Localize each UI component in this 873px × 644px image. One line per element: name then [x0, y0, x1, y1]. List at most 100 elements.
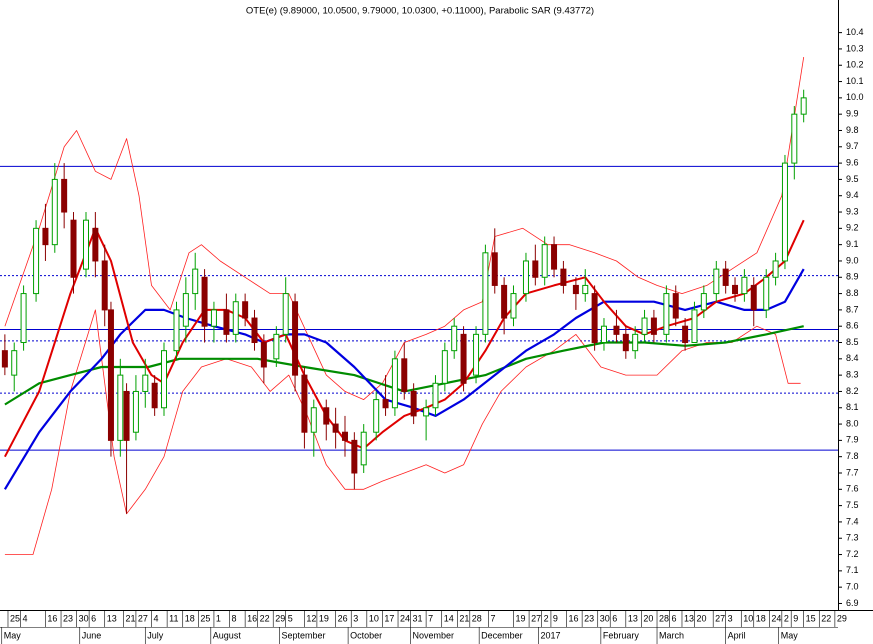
- x-tick-label: 9: [793, 613, 798, 623]
- candle-body: [373, 399, 380, 433]
- candle-body: [732, 284, 739, 295]
- y-tick-label: 8.7: [846, 304, 859, 314]
- candle-body: [641, 317, 648, 335]
- y-tick-label: 9.7: [846, 141, 859, 151]
- candle-body: [251, 317, 258, 344]
- candle-body: [582, 284, 589, 295]
- candle-body: [622, 333, 629, 352]
- candle-body: [101, 260, 108, 311]
- candle-body: [1, 350, 8, 368]
- candle-body: [92, 227, 99, 262]
- x-tick-label: 2: [544, 613, 549, 623]
- x-tick-label: 6: [672, 613, 677, 623]
- y-tick-label: 8.1: [846, 402, 859, 412]
- x-tick-label: 29: [837, 613, 847, 623]
- y-tick-label: 7.7: [846, 467, 859, 477]
- y-tick-label: 8.6: [846, 321, 859, 331]
- y-tick-label: 7.1: [846, 565, 859, 575]
- x-tick-label: 20: [643, 613, 653, 623]
- x-tick-label: 16: [569, 613, 579, 623]
- candle-body: [232, 301, 239, 335]
- x-tick-label: 3: [353, 613, 358, 623]
- x-tick-label: 16: [47, 613, 57, 623]
- candle-body: [301, 374, 308, 433]
- candle-body: [242, 301, 249, 319]
- candle-body: [432, 382, 439, 409]
- indicator-line: [4, 309, 801, 555]
- y-tick-label: 10.0: [846, 92, 864, 102]
- month-label: July: [147, 630, 164, 640]
- month-label: September: [281, 630, 325, 640]
- y-tick-label: 6.9: [846, 598, 859, 608]
- y-tick-label: 7.8: [846, 451, 859, 461]
- x-tick-label: 8: [232, 613, 237, 623]
- x-tick-label: 9: [553, 613, 558, 623]
- plot-area: [0, 57, 838, 555]
- y-tick-label: 10.3: [846, 43, 864, 53]
- month-label: June: [82, 630, 102, 640]
- candle-body: [151, 382, 158, 409]
- month-label: October: [350, 630, 382, 640]
- candle-body: [763, 276, 770, 311]
- x-tick-label: 4: [154, 613, 159, 623]
- x-tick-label: 21: [459, 613, 469, 623]
- candle-body: [713, 268, 720, 295]
- candle-body: [391, 358, 398, 409]
- candle-body: [292, 301, 299, 376]
- candle-body: [781, 162, 788, 262]
- y-tick-label: 10.4: [846, 27, 864, 37]
- candle-body: [61, 178, 68, 213]
- candle-body: [51, 178, 58, 246]
- indicator-line: [4, 57, 805, 400]
- y-tick-label: 9.9: [846, 109, 859, 119]
- x-tick-label: 14: [444, 613, 454, 623]
- candle-body: [632, 333, 639, 352]
- y-tick-label: 7.5: [846, 500, 859, 510]
- x-tick-label: 17: [384, 613, 394, 623]
- month-label: 2017: [540, 630, 560, 640]
- candle-body: [473, 333, 480, 376]
- candle-body: [682, 325, 689, 344]
- y-tick-label: 9.5: [846, 174, 859, 184]
- y-tick-label: 9.4: [846, 190, 859, 200]
- x-tick-label: 6: [612, 613, 617, 623]
- candle-body: [401, 358, 408, 392]
- candle-body: [70, 219, 77, 278]
- x-tick-label: 13: [628, 613, 638, 623]
- x-tick-label: 18: [185, 613, 195, 623]
- x-tick-label: 19: [515, 613, 525, 623]
- candle-body: [423, 407, 430, 417]
- candle-body: [182, 293, 189, 327]
- x-tick-label: 12: [306, 613, 316, 623]
- x-tick-label: 30: [79, 613, 89, 623]
- y-tick-label: 8.4: [846, 353, 859, 363]
- x-tick-label: 6: [91, 613, 96, 623]
- y-tick-label: 9.8: [846, 125, 859, 135]
- y-tick-label: 7.2: [846, 549, 859, 559]
- candle-body: [223, 309, 230, 335]
- candle-body: [132, 390, 139, 433]
- candle-body: [800, 97, 807, 115]
- chart-title: OTE(e) (9.89000, 10.0500, 9.79000, 10.03…: [246, 6, 594, 17]
- x-tick-label: 28: [659, 613, 669, 623]
- candle-body: [441, 350, 448, 384]
- candle-body: [650, 317, 657, 335]
- x-tick-label: 27: [531, 613, 541, 623]
- candle-body: [741, 276, 748, 295]
- y-tick-label: 10.1: [846, 76, 864, 86]
- candle-body: [382, 399, 389, 409]
- indicator-line: [3, 268, 805, 490]
- x-tick-label: 20: [696, 613, 706, 623]
- y-tick-label: 10.2: [846, 60, 864, 70]
- candle-body: [161, 350, 168, 409]
- y-tick-label: 9.3: [846, 206, 859, 216]
- x-tick-label: 22: [821, 613, 831, 623]
- y-tick-label: 8.5: [846, 337, 859, 347]
- candle-body: [351, 439, 358, 474]
- candle-body: [11, 350, 18, 376]
- candle-body: [532, 260, 539, 278]
- candle-body: [42, 227, 49, 246]
- y-tick-label: 8.3: [846, 370, 859, 380]
- candle-body: [722, 268, 729, 286]
